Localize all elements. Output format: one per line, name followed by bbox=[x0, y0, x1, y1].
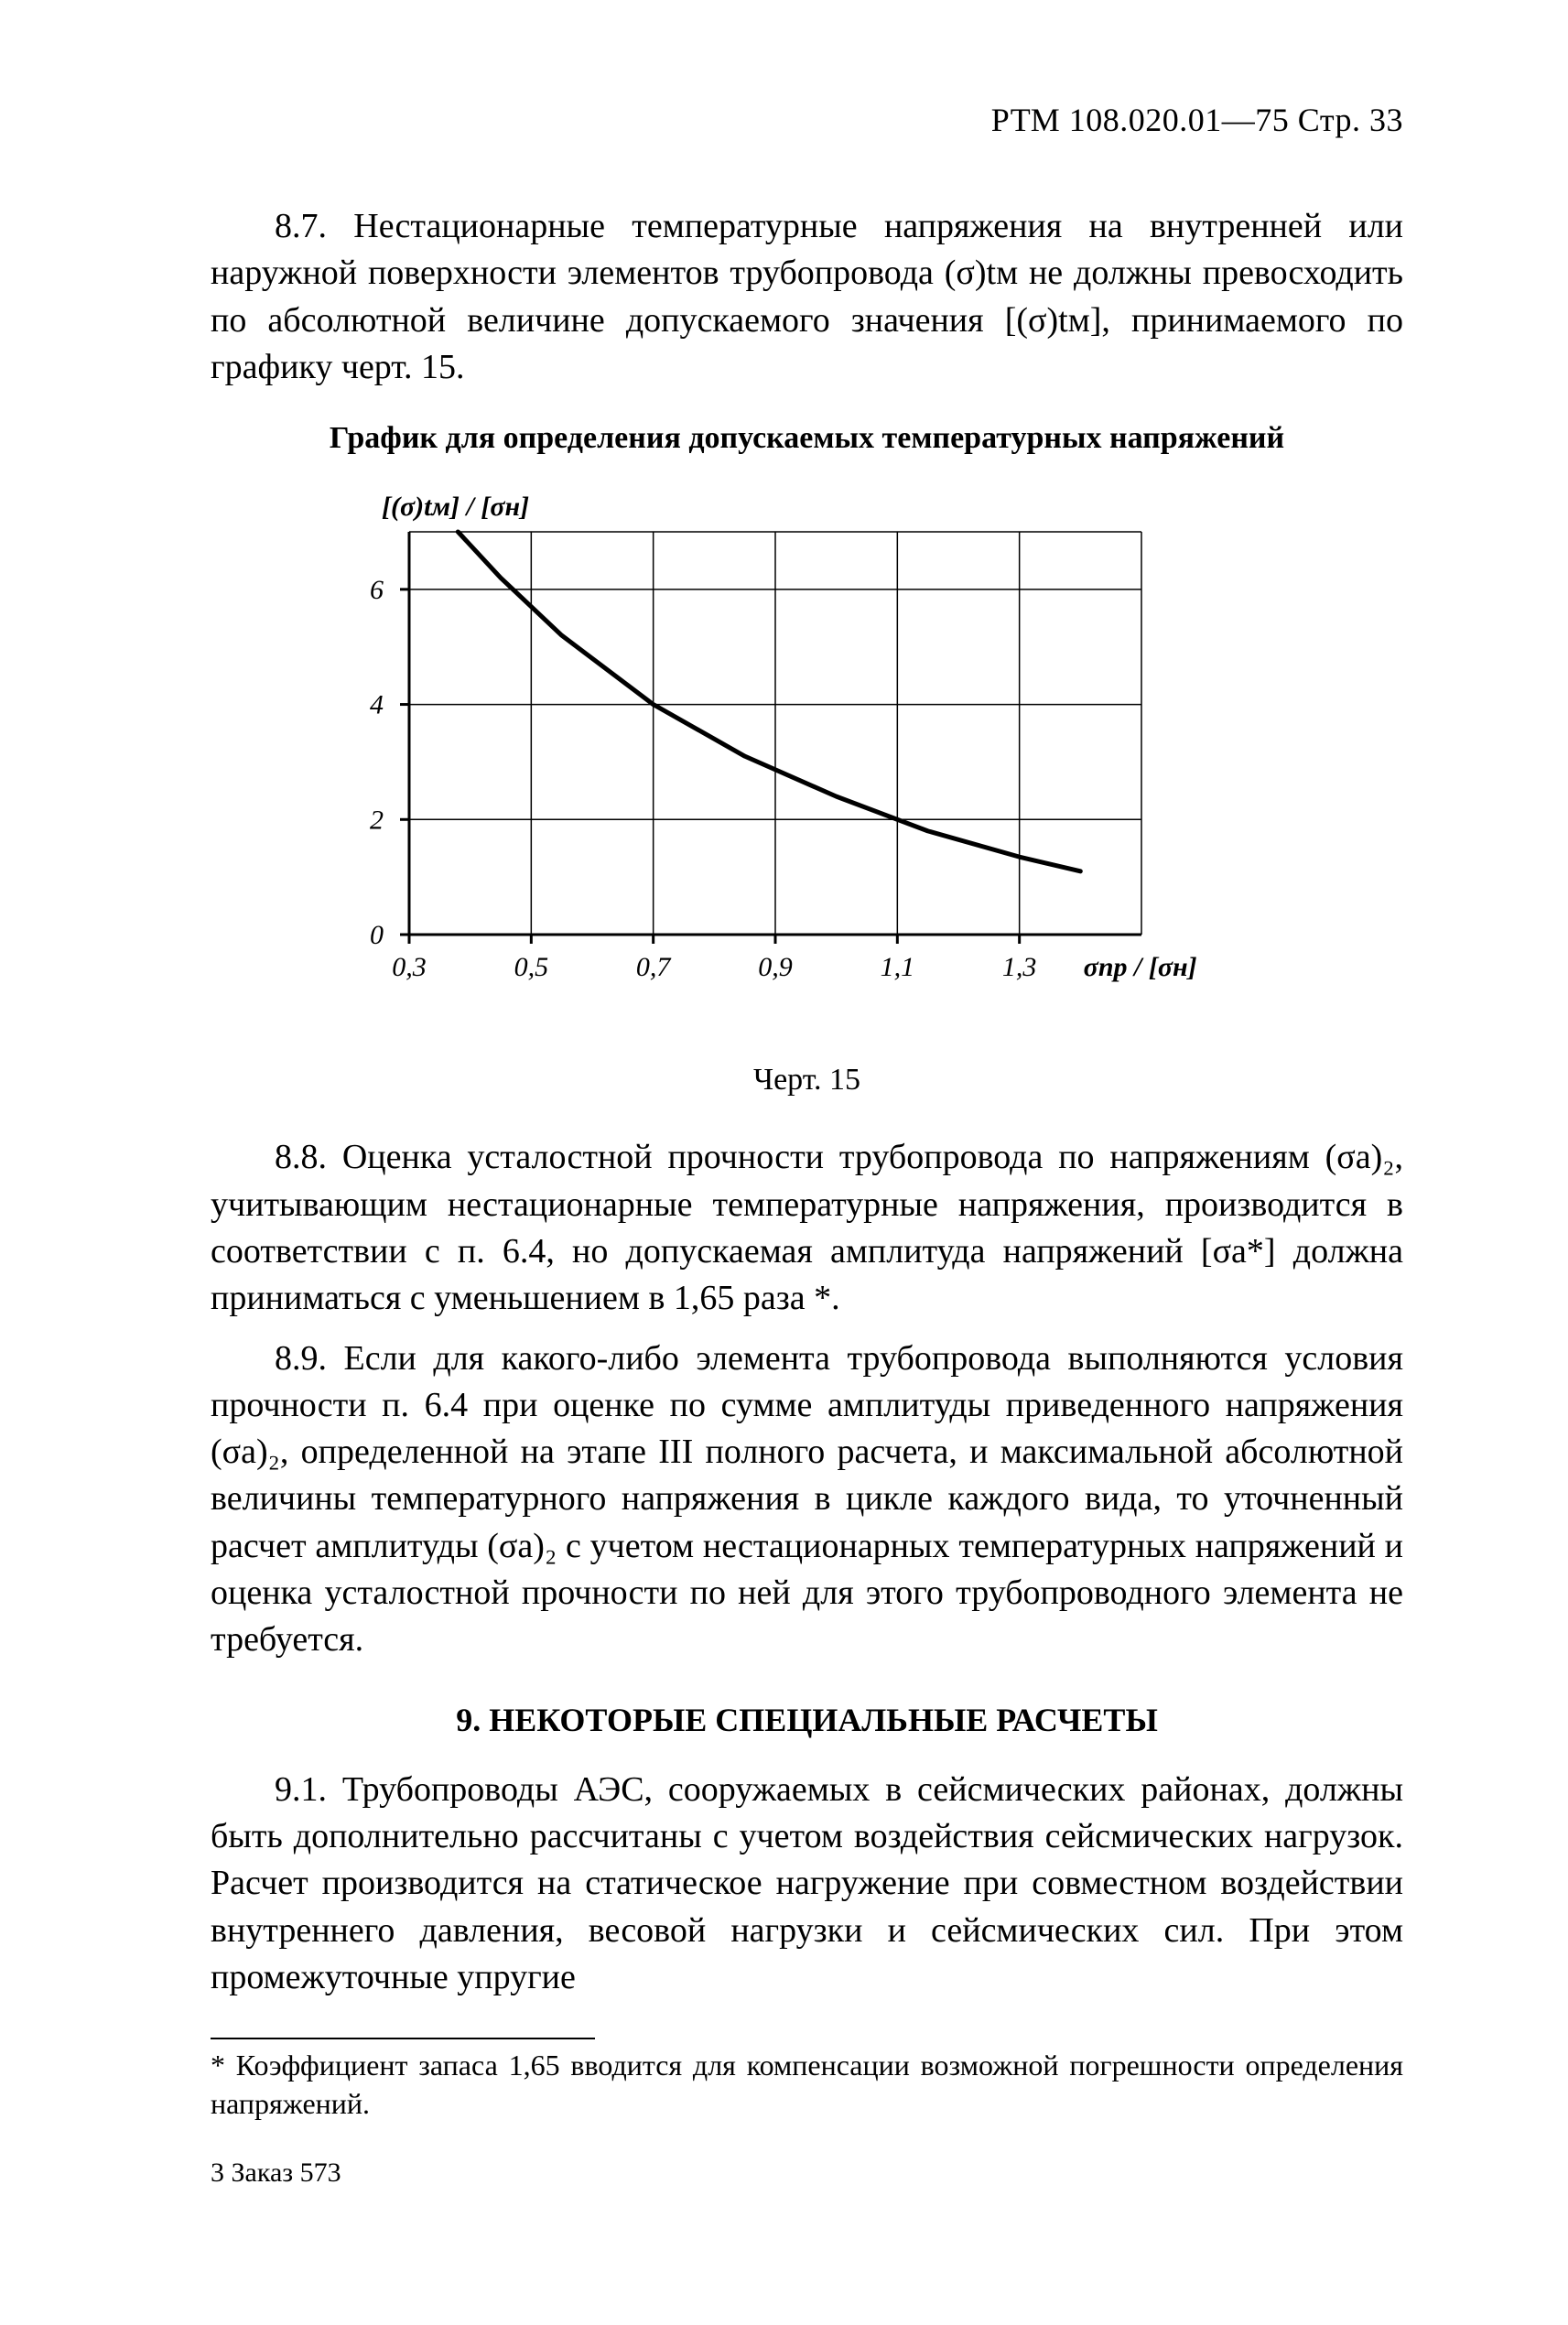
section-9-heading: 9. НЕКОТОРЫЕ СПЕЦИАЛЬНЫЕ РАСЧЕТЫ bbox=[211, 1701, 1403, 1739]
svg-text:6: 6 bbox=[370, 575, 384, 605]
page-header: РТМ 108.020.01—75 Стр. 33 bbox=[211, 101, 1403, 139]
chart-container: 0,3 0,5 0,7 0,9 1,1 1,3 0 2 4 6 [(σ)tм] / [σн] σпр … bbox=[211, 477, 1403, 1017]
paragraph-8-9: 8.9. Если для какого-либо элемента трубо… bbox=[211, 1336, 1403, 1664]
svg-text:2: 2 bbox=[370, 806, 384, 836]
svg-text:0,3: 0,3 bbox=[392, 952, 427, 982]
paragraph-text: 8.7. Нестационарные температурные напряж… bbox=[211, 207, 1403, 386]
paragraph-text: 8.8. Оценка усталостной прочности трубоп… bbox=[211, 1138, 1403, 1317]
footnote: * Коэффициент запаса 1,65 вводится для к… bbox=[211, 2047, 1403, 2123]
chart-svg: 0,3 0,5 0,7 0,9 1,1 1,3 0 2 4 6 [(σ)tм] / [σн] σпр … bbox=[308, 477, 1306, 1017]
svg-text:1,1: 1,1 bbox=[880, 952, 914, 982]
svg-text:1,3: 1,3 bbox=[1001, 952, 1036, 982]
svg-text:0: 0 bbox=[370, 920, 384, 950]
paragraph-text: 8.9. Если для какого-либо элемента трубо… bbox=[211, 1339, 1403, 1660]
svg-text:σпр / [σн]: σпр / [σн] bbox=[1083, 952, 1196, 982]
paragraph-9-1: 9.1. Трубопроводы АЭС, сооружаемых в сей… bbox=[211, 1767, 1403, 2001]
chart-caption: Черт. 15 bbox=[211, 1063, 1403, 1098]
paragraph-text: 9.1. Трубопроводы АЭС, сооружаемых в сей… bbox=[211, 1770, 1403, 1996]
paragraph-8-7: 8.7. Нестационарные температурные напряж… bbox=[211, 203, 1403, 391]
chart-title: График для определения допускаемых темпе… bbox=[327, 418, 1288, 459]
svg-text:0,7: 0,7 bbox=[635, 952, 672, 982]
paragraph-8-8: 8.8. Оценка усталостной прочности трубоп… bbox=[211, 1134, 1403, 1322]
print-order-line: 3 Заказ 573 bbox=[211, 2157, 1403, 2189]
svg-text:[(σ)tм] / [σн]: [(σ)tм] / [σн] bbox=[382, 492, 529, 522]
footnote-separator bbox=[211, 2038, 595, 2039]
page: РТМ 108.020.01—75 Стр. 33 8.7. Нестацион… bbox=[0, 0, 1568, 2325]
svg-text:0,5: 0,5 bbox=[514, 952, 548, 982]
svg-text:4: 4 bbox=[370, 690, 384, 720]
svg-text:0,9: 0,9 bbox=[758, 952, 793, 982]
